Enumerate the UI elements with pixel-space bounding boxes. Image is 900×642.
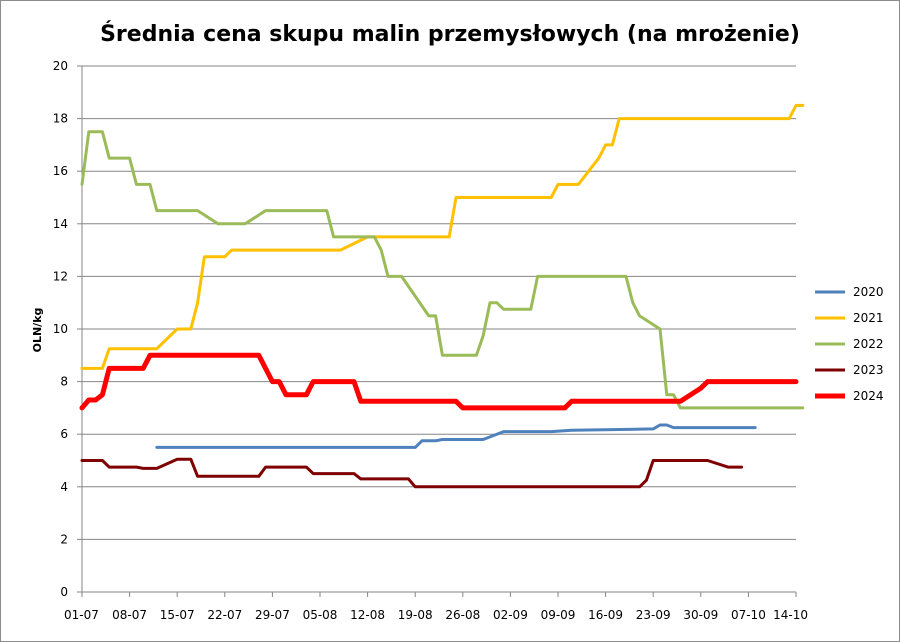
y-tick-label: 14 [53,217,68,231]
legend: 2020 2021 2022 2023 2024 [815,285,884,403]
legend-label-2021: 2021 [853,311,884,325]
y-tick-label: 4 [60,480,68,494]
y-tick-label: 12 [53,269,68,283]
x-tick-label: 29-07 [255,608,290,622]
x-tick-label: 09-09 [541,608,576,622]
legend-label-2024: 2024 [853,389,884,403]
x-tick-label: 02-09 [493,608,528,622]
x-tick-label: 01-07 [64,608,99,622]
y-tick-label: 16 [53,164,68,178]
x-tick-label: 12-08 [350,608,385,622]
legend-label-2020: 2020 [853,285,884,299]
series-lines [79,103,805,489]
y-tick-label: 8 [60,375,68,389]
series-line-2024 [79,352,799,411]
y-tick-label: 6 [60,427,68,441]
x-tick-label: 19-08 [398,608,433,622]
x-tick-label: 26-08 [445,608,480,622]
series-line-2020 [155,423,757,449]
y-axis-ticks: 0 2 4 6 8 10 12 14 16 18 20 [53,59,82,599]
series-line-2023 [80,457,744,489]
series-line-2022 [80,130,805,410]
y-tick-label: 20 [53,59,68,73]
legend-label-2023: 2023 [853,363,884,377]
gridlines [82,65,796,540]
y-tick-label: 18 [53,112,68,126]
x-tick-label: 15-07 [160,608,195,622]
x-tick-label: 23-09 [636,608,671,622]
y-axis-label: OLN/kg [31,308,44,353]
x-tick-label: 08-07 [112,608,147,622]
y-tick-label: 0 [60,585,68,599]
axes [81,66,796,593]
x-tick-label: 07-10 [731,608,766,622]
x-tick-label: 05-08 [303,608,338,622]
y-tick-label: 2 [60,532,68,546]
x-axis-ticks: 01-07 08-07 15-07 22-07 29-07 05-08 12-08 19-08… [64,592,808,622]
x-tick-label: 16-09 [588,608,623,622]
x-tick-label: 30-09 [683,608,718,622]
y-tick-label: 10 [53,322,68,336]
series-line-2021 [80,103,805,370]
x-tick-label: 22-07 [207,608,242,622]
legend-label-2022: 2022 [853,337,884,351]
chart-title: Średnia cena skupu malin przemysłowych (… [100,21,800,47]
x-tick-label: 14-10 [773,608,808,622]
